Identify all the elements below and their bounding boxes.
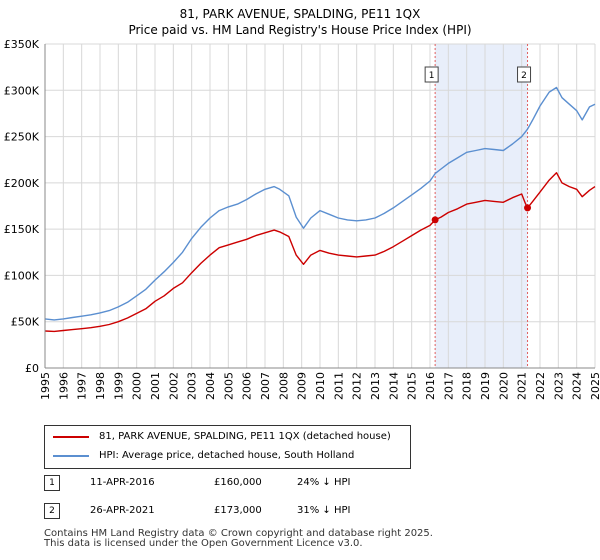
transaction-hpi-diff: 24% ↓ HPI [297, 477, 351, 488]
transaction-date: 26-APR-2021 [90, 505, 155, 516]
x-tick-label: 2011 [332, 372, 345, 400]
transaction-price: £160,000 [214, 477, 262, 488]
footer-copyright: Contains HM Land Registry data © Crown c… [44, 529, 433, 549]
series-line-hpi [44, 86, 596, 321]
footer-line-1: Contains HM Land Registry data © Crown c… [44, 528, 433, 539]
x-tick-label: 2009 [296, 372, 309, 400]
x-tick-label: 2017 [442, 372, 455, 400]
x-tick-label: 1997 [76, 372, 89, 400]
x-tick-label: 1998 [94, 372, 107, 400]
transaction-price: £173,000 [214, 505, 262, 516]
x-tick-label: 2000 [131, 372, 144, 400]
y-tick-label: £300K [4, 84, 40, 97]
y-tick-label: £150K [4, 223, 40, 236]
x-tick-label: 2021 [516, 372, 529, 400]
x-tick-label: 2024 [571, 372, 584, 400]
transaction-badge: 1 [44, 475, 60, 491]
x-tick-label: 2018 [461, 372, 474, 400]
transaction-label-box [517, 66, 532, 83]
x-tick-label: 2008 [277, 372, 290, 400]
transaction-point [431, 216, 439, 224]
y-tick-label: £350K [4, 38, 40, 51]
x-tick-label: 1996 [57, 372, 70, 400]
legend-label-hpi: HPI: Average price, detached house, Sout… [99, 450, 355, 461]
y-tick-label: £100K [4, 269, 40, 282]
x-tick-label: 2010 [314, 372, 327, 400]
price-chart: 1 2 £0 £50K £100K £150K £200K £250K £300K £350K 19… [4, 38, 600, 400]
x-tick-label: 2013 [369, 372, 382, 400]
x-tick-label: 2001 [149, 372, 162, 400]
x-tick-label: 2023 [552, 372, 565, 400]
x-tick-label: 2025 [589, 372, 600, 400]
x-tick-label: 2019 [479, 372, 492, 400]
y-tick-label: £0 [25, 362, 39, 375]
legend-swatch-hpi [53, 455, 89, 457]
transaction-row: 2 26-APR-2021 £173,000 31% ↓ HPI [0, 501, 600, 521]
x-tick-label: 2015 [406, 372, 419, 400]
transaction-label: 1 [429, 71, 435, 81]
x-tick-label: 2006 [241, 372, 254, 400]
x-tick-label: 2002 [167, 372, 180, 400]
legend: 81, PARK AVENUE, SPALDING, PE11 1QX (det… [44, 425, 411, 469]
legend-label-price: 81, PARK AVENUE, SPALDING, PE11 1QX (det… [99, 431, 391, 442]
y-tick-label: £200K [4, 177, 40, 190]
ownership-shade [435, 44, 528, 368]
chart-title: 81, PARK AVENUE, SPALDING, PE11 1QX [179, 7, 421, 21]
transaction-point [524, 204, 532, 212]
x-tick-label: 1995 [39, 372, 52, 400]
x-tick-label: 2020 [497, 372, 510, 400]
transaction-label-box [424, 66, 439, 83]
x-tick-label: 2022 [534, 372, 547, 400]
legend-swatch-price [53, 436, 89, 438]
x-tick-label: 2003 [186, 372, 199, 400]
x-tick-label: 2016 [424, 372, 437, 400]
y-tick-label: £50K [11, 316, 40, 329]
transaction-badge: 2 [44, 503, 60, 519]
chart-subtitle: Price paid vs. HM Land Registry's House … [128, 23, 472, 37]
x-tick-label: 1999 [112, 372, 125, 400]
transaction-date: 11-APR-2016 [90, 477, 155, 488]
y-tick-label: £250K [4, 131, 40, 144]
x-tick-label: 2005 [222, 372, 235, 400]
footer-line-2: This data is licensed under the Open Gov… [44, 538, 363, 549]
x-tick-label: 2012 [351, 372, 364, 400]
x-tick-label: 2004 [204, 372, 217, 400]
transaction-label: 2 [521, 71, 527, 81]
transaction-row: 1 11-APR-2016 £160,000 24% ↓ HPI [0, 473, 600, 493]
series-line-price [44, 171, 596, 333]
transaction-hpi-diff: 31% ↓ HPI [297, 505, 351, 516]
x-tick-label: 2014 [387, 372, 400, 400]
x-tick-label: 2007 [259, 372, 272, 400]
